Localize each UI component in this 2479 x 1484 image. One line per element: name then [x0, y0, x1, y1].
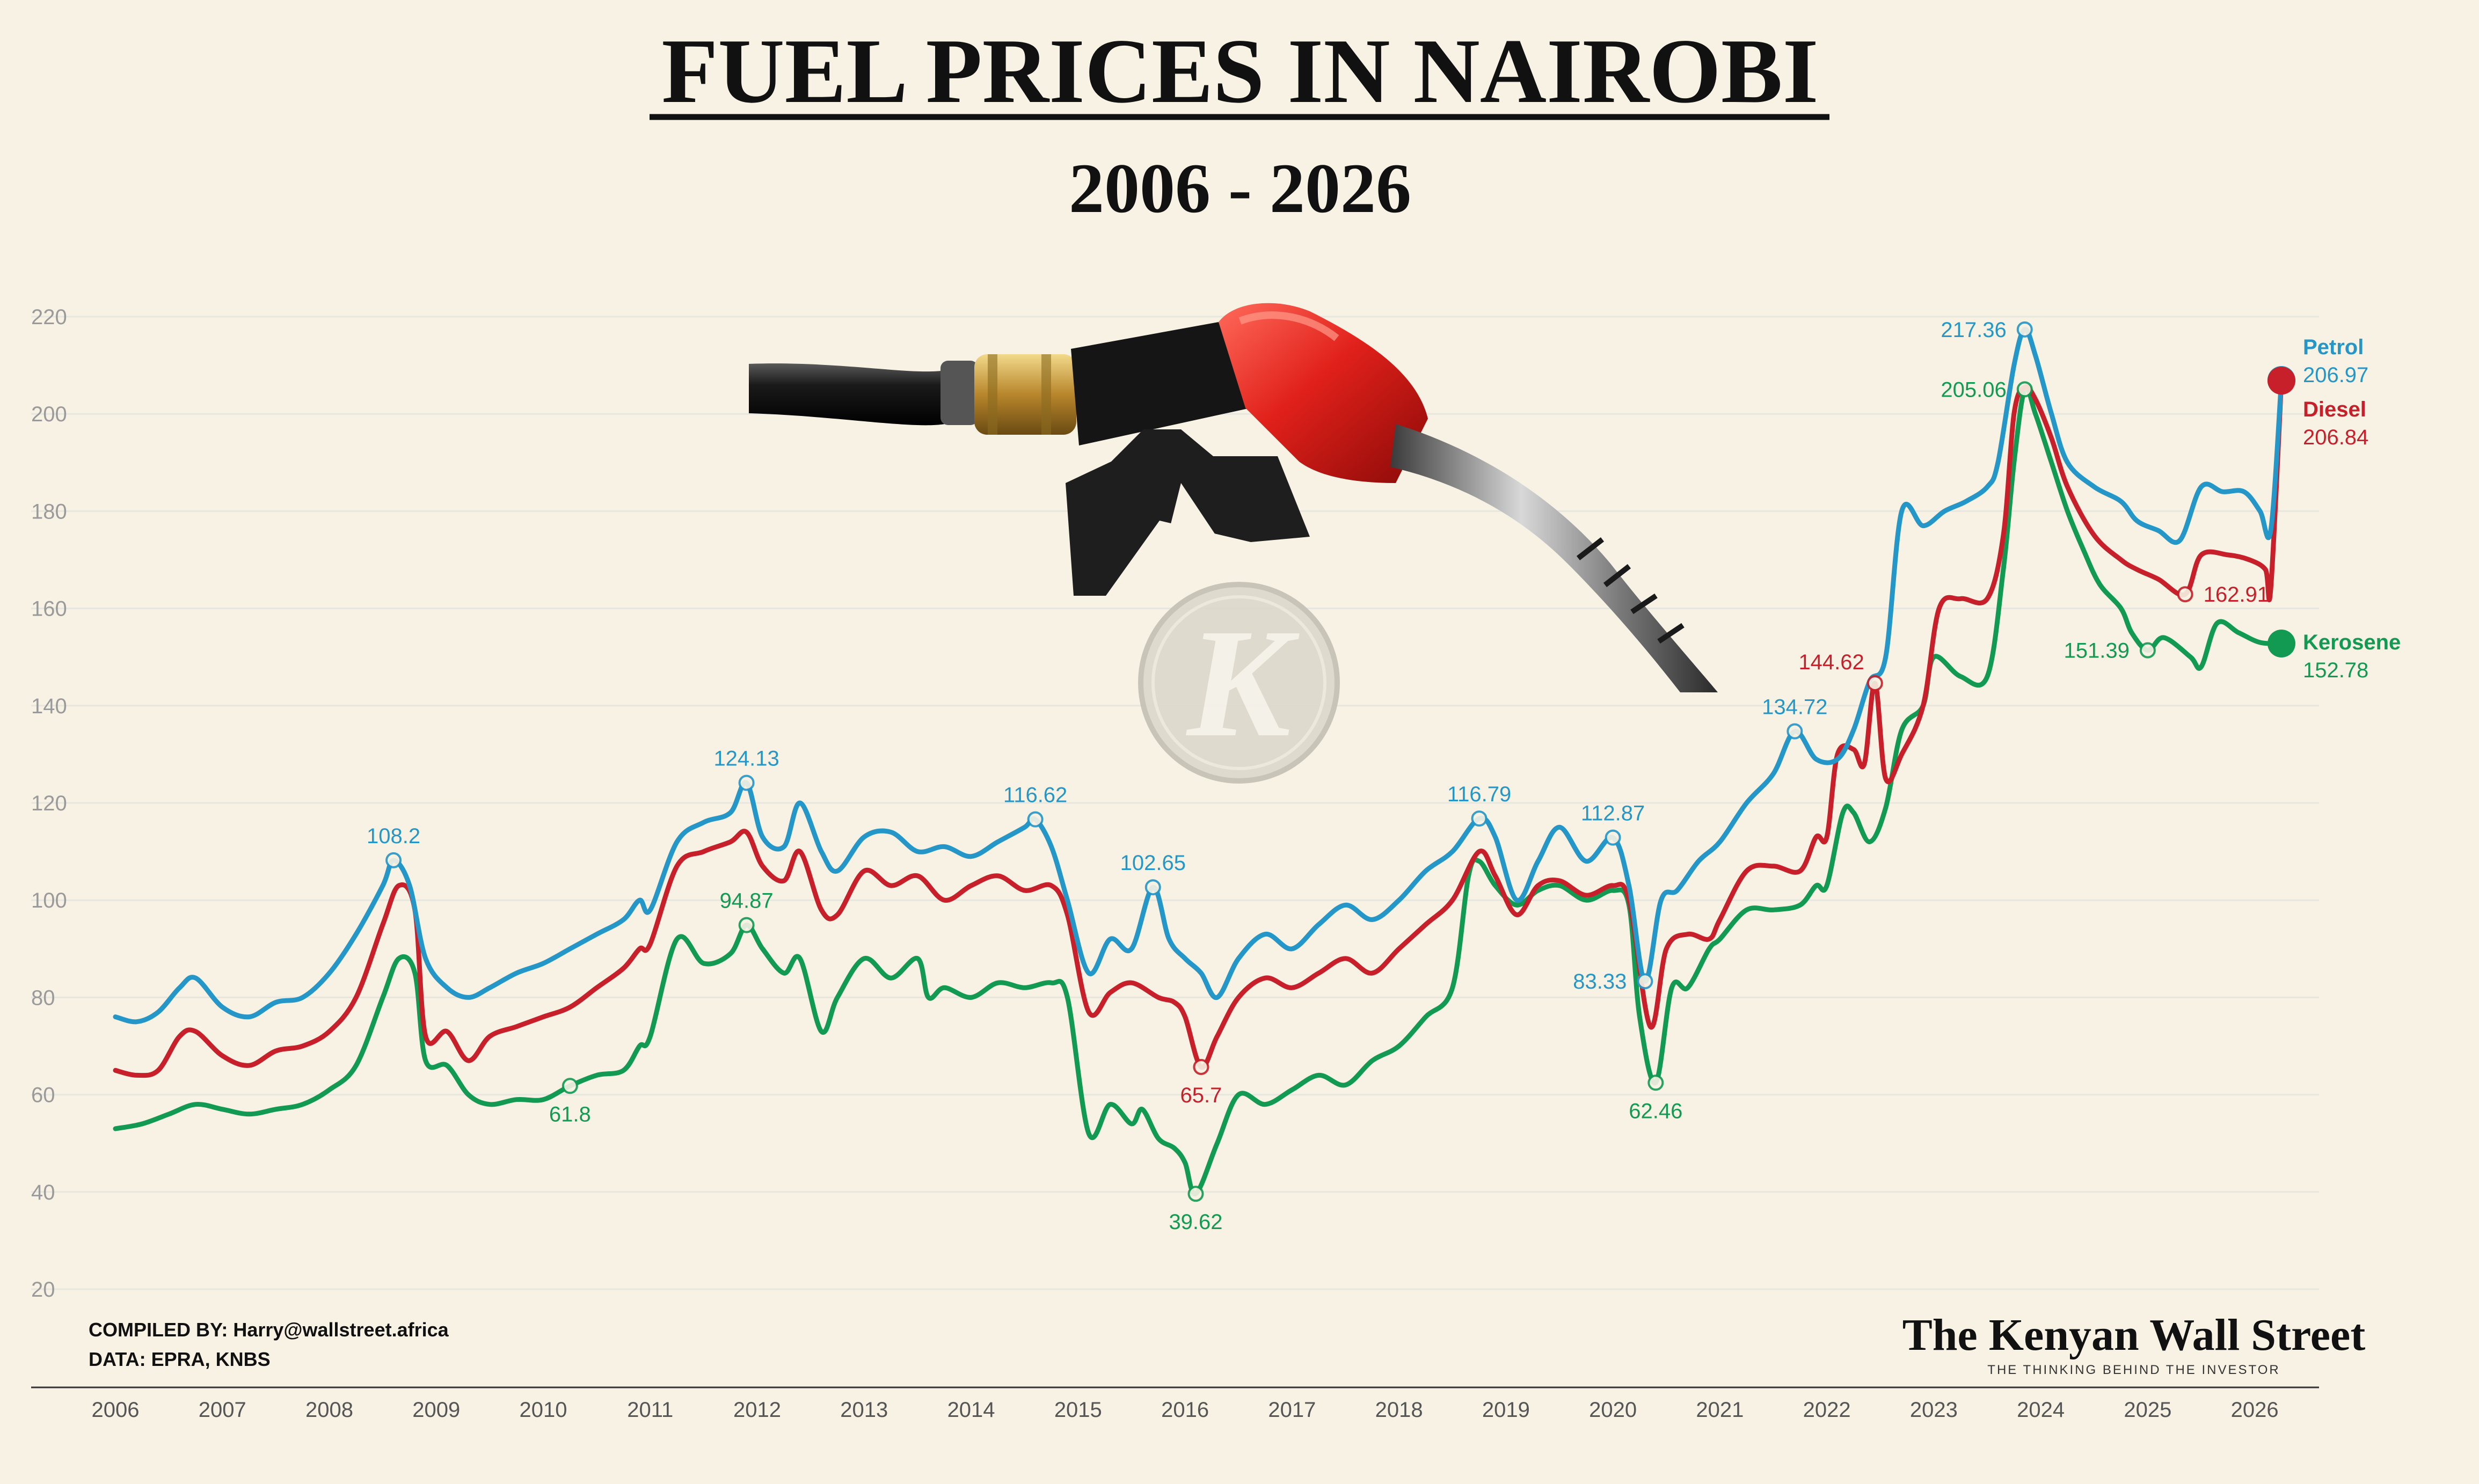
compiled-by-credit: COMPILED BY: Harry@wallstreet.africa — [89, 1319, 449, 1341]
annotation-label: 83.33 — [1573, 970, 1627, 993]
annotation-label: 94.87 — [720, 889, 774, 913]
y-tick-label: 40 — [31, 1181, 55, 1204]
annotation-label: 108.2 — [367, 824, 420, 848]
y-tick-label: 120 — [31, 792, 67, 815]
series-end-value: 152.78 — [2303, 659, 2368, 682]
annotation-marker — [2016, 321, 2033, 338]
annotation-label: 102.65 — [1120, 851, 1186, 875]
y-tick-label: 160 — [31, 597, 67, 621]
x-tick-label: 2009 — [412, 1398, 460, 1422]
series-line-petrol — [113, 327, 2284, 1025]
x-tick-label: 2008 — [305, 1398, 353, 1422]
x-tick-label: 2023 — [1910, 1398, 1958, 1422]
annotation-marker — [1193, 1058, 1209, 1075]
x-tick-label: 2010 — [520, 1398, 567, 1422]
annotation-marker — [1144, 879, 1161, 896]
y-axis-ticks: 20 40 60 80 100 120 140 160 180 200 220 — [31, 305, 67, 1302]
annotation-marker — [2139, 642, 2156, 659]
x-tick-label: 2019 — [1482, 1398, 1530, 1422]
annotation-label: 39.62 — [1169, 1210, 1222, 1234]
annotation-label: 116.79 — [1447, 783, 1511, 806]
x-tick-label: 2026 — [2231, 1398, 2279, 1422]
x-tick-label: 2014 — [947, 1398, 995, 1422]
annotation-marker — [1787, 723, 1803, 740]
annotation-label: 62.46 — [1629, 1099, 1682, 1123]
annotation-marker — [1866, 675, 1883, 691]
annotation-marker — [738, 774, 755, 791]
y-tick-label: 20 — [31, 1278, 55, 1302]
x-tick-label: 2016 — [1161, 1398, 1209, 1422]
y-tick-label: 140 — [31, 695, 67, 718]
end-marker-diesel — [2267, 367, 2295, 395]
annotation-label: 144.62 — [1798, 650, 1864, 674]
x-tick-label: 2015 — [1054, 1398, 1102, 1422]
annotation-marker — [738, 917, 755, 933]
chart-subtitle: 2006 - 2026 — [1069, 149, 1411, 228]
x-tick-label: 2020 — [1589, 1398, 1637, 1422]
x-tick-label: 2006 — [92, 1398, 140, 1422]
annotation-marker — [1605, 829, 1621, 846]
data-source-credit: DATA: EPRA, KNBS — [89, 1348, 271, 1370]
annotation-label: 116.62 — [1003, 784, 1067, 807]
series-name-label: Kerosene — [2303, 631, 2401, 654]
annotation-marker — [385, 852, 402, 868]
annotation-marker — [1027, 811, 1044, 828]
chart-title: FUEL PRICES IN NAIROBI — [661, 20, 1818, 122]
annotation-label: 124.13 — [713, 747, 779, 771]
x-tick-label: 2011 — [627, 1398, 673, 1422]
annotation-marker — [1187, 1186, 1204, 1202]
annotation-label: 151.39 — [2064, 639, 2130, 663]
annotation-label: 134.72 — [1762, 696, 1827, 719]
annotation-marker — [2177, 586, 2193, 603]
annotation-label: 162.91 — [2204, 583, 2269, 606]
y-tick-label: 100 — [31, 889, 67, 912]
watermark-letter: K — [1185, 597, 1302, 769]
series-line-diesel — [113, 378, 2284, 1078]
x-tick-label: 2018 — [1375, 1398, 1423, 1422]
x-tick-label: 2024 — [2017, 1398, 2065, 1422]
series-name-label: Petrol — [2303, 335, 2364, 359]
series-end-value: 206.97 — [2303, 363, 2368, 387]
x-tick-label: 2007 — [199, 1398, 246, 1422]
annotation-label: 61.8 — [549, 1102, 591, 1126]
y-tick-label: 60 — [31, 1084, 55, 1107]
series-name-label: Diesel — [2303, 398, 2366, 421]
annotation-label: 65.7 — [1180, 1084, 1222, 1107]
x-tick-label: 2021 — [1696, 1398, 1744, 1422]
brand-name: The Kenyan Wall Street — [1902, 1310, 2366, 1360]
annotation-label: 205.06 — [1941, 378, 2006, 401]
y-tick-label: 200 — [31, 403, 67, 426]
annotation-label: 112.87 — [1581, 802, 1645, 825]
annotations: 108.2 124.13 116.62 102.65 116.79 112.87 83.33… — [367, 318, 2269, 1234]
annotation-label: 217.36 — [1941, 318, 2006, 342]
end-marker-kerosene — [2267, 630, 2295, 658]
annotation-marker — [1637, 973, 1653, 990]
end-labels: Petrol 206.97 Diesel 206.84 Kerosene 152.78 — [2267, 335, 2401, 682]
annotation-marker — [562, 1078, 578, 1094]
fuel-nozzle-icon — [749, 303, 1718, 692]
watermark-logo: K — [1138, 582, 1340, 784]
brand-tagline: THE THINKING BEHIND THE INVESTOR — [1987, 1363, 2280, 1377]
annotation-marker — [1647, 1074, 1664, 1091]
y-tick-label: 220 — [31, 305, 67, 329]
annotation-marker — [1471, 810, 1488, 827]
x-tick-label: 2017 — [1268, 1398, 1316, 1422]
series-end-value: 206.84 — [2303, 426, 2368, 449]
x-axis-ticks: 2006 2007 2008 2009 2010 2011 2012 2013 2014 2015… — [92, 1398, 2279, 1422]
y-tick-label: 80 — [31, 986, 55, 1010]
x-tick-label: 2025 — [2124, 1398, 2171, 1422]
annotation-marker — [2016, 381, 2033, 398]
x-tick-label: 2022 — [1803, 1398, 1851, 1422]
y-tick-label: 180 — [31, 500, 67, 523]
x-tick-label: 2013 — [840, 1398, 888, 1422]
x-tick-label: 2012 — [733, 1398, 781, 1422]
